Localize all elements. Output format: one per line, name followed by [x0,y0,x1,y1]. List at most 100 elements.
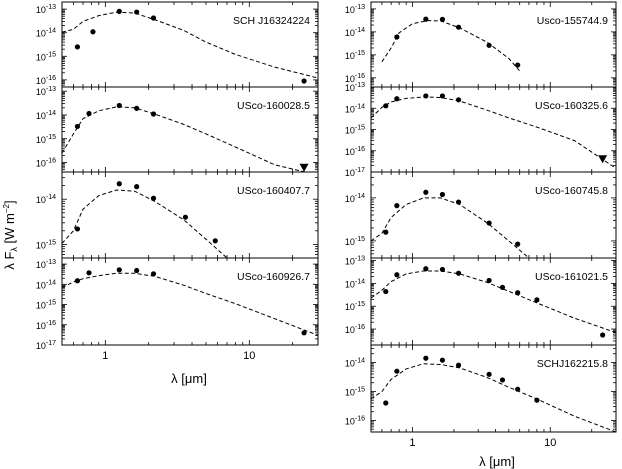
y-tick-label: 10-14 [36,28,56,39]
y-tick-label-exp: -14 [46,279,56,286]
y-tick-label-base: 10 [345,416,355,426]
y-tick-label-base: 10 [345,147,355,157]
y-tick-label-base: 10 [345,237,355,247]
data-point [499,377,506,383]
data-point [74,278,81,284]
y-tick-label-base: 10 [345,358,355,368]
y-tick-label-base: 10 [36,240,46,250]
y-axis-label-sub: λ [9,247,19,252]
y-tick-label: 10-13 [345,256,365,267]
y-tick-label-exp: -15 [46,300,56,307]
y-tick-label-exp: -13 [355,256,365,263]
data-point [394,96,400,102]
panel-title: SCHJ162215.8 [537,358,608,370]
y-tick-label-base: 10 [36,111,46,121]
y-tick-label: 10-14 [36,110,56,121]
data-point [439,357,446,363]
y-tick-label-exp: -17 [355,167,365,174]
y-tick-label-exp: -14 [355,278,365,285]
data-point [74,44,81,50]
y-tick-label: 10-14 [345,103,365,114]
model-curve [62,272,318,336]
x-tick-label: 1 [102,350,108,362]
model-curve [62,106,308,172]
y-tick-label: 10-16 [345,415,365,426]
y-tick-label-exp: -13 [46,259,56,266]
y-tick-label-exp: -15 [46,239,56,246]
data-point [134,105,140,111]
data-point [455,199,462,205]
model-curve [371,270,616,334]
y-tick-label-base: 10 [36,87,46,97]
data-point [86,110,92,117]
data-point [74,226,81,232]
y-tick-label-base: 10 [345,257,355,267]
data-point [515,62,521,68]
panel-title: Usco-155744.9 [537,15,608,27]
y-tick-label: 10-14 [345,357,365,368]
y-tick-label-exp: -13 [46,4,56,11]
y-tick-label-base: 10 [36,321,46,331]
model-curve [371,197,530,258]
data-point [423,266,429,272]
y-tick-label: 10-14 [345,27,365,38]
y-tick-label-base: 10 [345,302,355,312]
data-point [383,103,389,109]
y-tick-label: 10-16 [345,73,365,84]
y-tick-label-exp: -14 [46,194,56,201]
y-tick-label: 10-13 [36,4,56,15]
data-point [534,397,540,403]
y-tick-label-exp: -15 [355,236,365,243]
y-tick-label-base: 10 [345,74,355,84]
y-axis-label-main: λ F [2,252,17,270]
data-point [86,270,92,276]
y-tick-label-exp: -15 [355,301,365,308]
data-point [74,123,81,130]
y-tick-label-base: 10 [345,28,355,38]
y-axis-label-close: ] [2,200,17,204]
panel-title: USco-160325.6 [535,100,608,112]
y-tick-label-base: 10 [345,325,355,335]
data-point [134,184,140,190]
y-tick-label: 10-16 [345,146,365,157]
y-tick-label-exp: -16 [355,324,365,331]
y-tick-label-exp: -16 [355,73,365,80]
y-tick-label: 10-15 [345,236,365,247]
data-point [301,330,307,336]
x-axis-label-right: λ [μm] [479,454,515,469]
y-tick-label: 10-15 [36,134,56,145]
y-tick-label-exp: -14 [355,27,365,34]
y-axis-label: λ Fλ [W m−2] [2,200,19,269]
data-point [486,277,492,284]
upper-limit-marker [598,155,608,164]
data-point [150,195,157,201]
model-curve [62,11,318,79]
data-point [423,355,429,361]
y-tick-label-exp: -14 [46,110,56,117]
y-tick-label: 10-14 [36,194,56,205]
data-point [423,16,429,22]
data-point [182,214,189,220]
y-axis-label-exp: −2 [2,203,11,213]
y-tick-label: 10-13 [345,4,365,15]
panel-title: USco-160745.8 [535,185,608,197]
data-point [150,15,157,21]
y-tick-label-base: 10 [36,280,46,290]
data-point [534,297,540,303]
data-point [301,78,307,84]
data-point [439,93,446,99]
panel-frame [370,344,617,433]
y-tick-label-base: 10 [345,104,355,114]
data-point [439,16,446,22]
y-tick-label: 10-14 [345,193,365,204]
y-tick-label-base: 10 [345,194,355,204]
upper-limit-marker [299,163,309,172]
y-tick-label-exp: -14 [355,103,365,110]
x-axis-label-left: λ [μm] [171,371,207,386]
data-point [515,241,521,247]
